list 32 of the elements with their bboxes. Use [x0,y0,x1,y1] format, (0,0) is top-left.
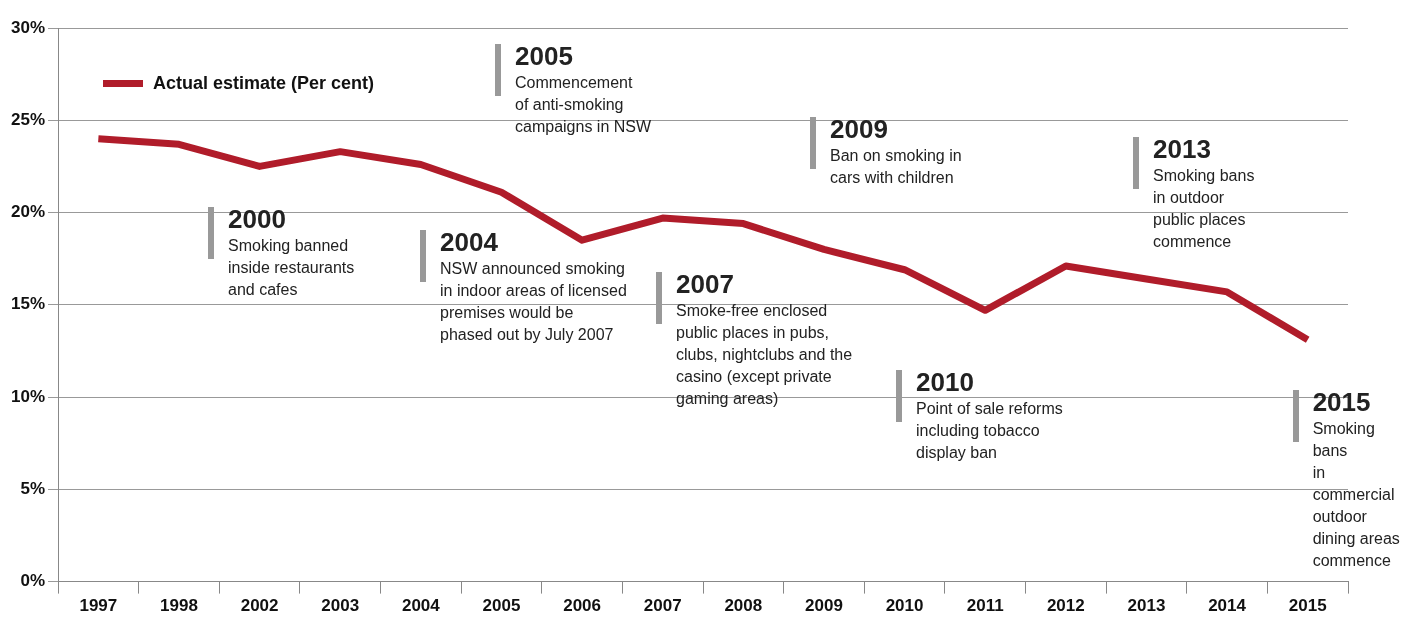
x-tick-label: 2012 [1046,596,1085,616]
x-tick-label: 2009 [805,596,843,616]
x-tick-label: 2006 [563,596,601,616]
annotation: 2005 Commencement of anti-smoking campaigns in NSW [515,40,652,137]
y-tick-label: 25% [10,109,46,129]
x-tick-label: 2004 [401,596,441,616]
x-tick-label: 2003 [321,596,360,616]
annotation: 2010 Point of sale reforms including tobacco display ban [916,366,1063,463]
x-tick-label: 2014 [1208,596,1247,616]
annotation: 2009 Ban on smoking in cars with children [830,113,962,188]
y-tick-label: 0% [20,571,46,591]
legend-label: Actual estimate (Per cent) [153,73,375,94]
x-tick-label: 2002 [240,596,279,616]
annotation: 2007 Smoke-free enclosed public places in pubs, clubs, nightclubs and the casino (except private gaming areas) [676,268,853,409]
x-tick-label: 2015 [1288,596,1327,616]
y-tick-label: 5% [20,479,46,499]
y-tick-label: 20% [10,202,46,222]
annotation: 2000 Smoking banned inside restaurants and cafes [228,203,355,300]
x-tick-label: 2011 [966,596,1004,616]
x-tick-label: 2005 [482,596,521,616]
y-tick-label: 10% [10,386,46,406]
y-tick-label: 15% [10,294,46,314]
x-tick-label: 2007 [643,596,682,616]
y-tick-label: 30% [10,17,46,37]
x-tick-label: 2010 [885,596,924,616]
x-tick-label: 2008 [724,596,763,616]
x-tick-label: 2013 [1127,596,1166,616]
annotation: 2004 NSW announced smoking in indoor areas of licensed premises would be phased out by July 2007 [440,226,627,345]
x-tick-label: 1998 [160,596,198,616]
x-tick-label: 1997 [79,596,118,616]
annotation: 2013 Smoking bans in outdoor public places commence [1153,133,1255,252]
annotation: 2015 Smoking bans in commercial outdoor dining areas commence [1312,386,1401,571]
